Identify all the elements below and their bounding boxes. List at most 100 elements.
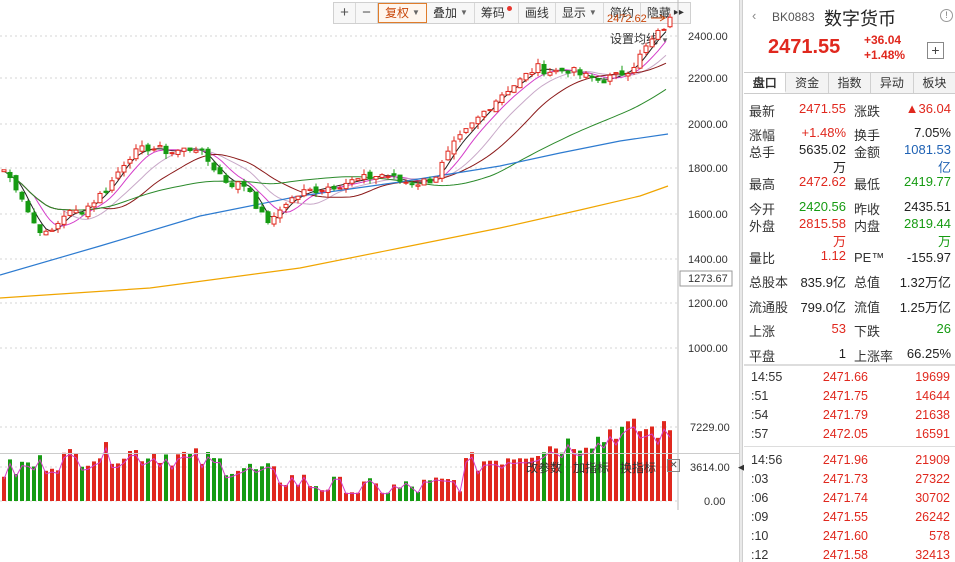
candle-body: [1, 169, 7, 173]
overlay-button[interactable]: 叠加 ▼: [427, 3, 475, 23]
chip-distribution-button[interactable]: 筹码: [475, 3, 519, 23]
candle-body: [511, 85, 517, 93]
tick-trades-list[interactable]: 14:55 2471.66 19699:51 2471.75 14644:54 2471.…: [744, 367, 955, 562]
candle-body: [667, 16, 673, 28]
candle-body: [637, 53, 643, 69]
trade-time: 14:55: [751, 369, 783, 384]
volume-bar: [224, 475, 228, 501]
candle-body: [583, 72, 589, 78]
quote-label: 总手: [749, 145, 776, 161]
volume-bar: [584, 447, 588, 501]
current-price-label: 1273.67: [688, 273, 728, 285]
tab-index[interactable]: 指数: [829, 73, 872, 93]
volume-bar: [626, 421, 630, 501]
candle-body: [385, 175, 391, 178]
volume-bar: [452, 480, 456, 501]
candle-body: [85, 205, 91, 218]
trade-price: 2471.66: [822, 369, 868, 384]
candle-body: [253, 191, 259, 209]
trade-time: 14:56: [751, 452, 783, 467]
price-tick-label: 2200.00: [688, 73, 728, 85]
volume-bar: [68, 449, 72, 501]
candle-body: [355, 178, 361, 181]
trade-volume: 578: [929, 528, 950, 543]
adjust-rights-button[interactable]: 复权 ▼: [378, 3, 427, 23]
trade-time: :03: [751, 471, 769, 486]
add-indicator-button[interactable]: 加指标: [573, 461, 610, 475]
volume-bar: [620, 426, 624, 501]
back-arrow-icon[interactable]: ‹: [752, 8, 757, 23]
tab-orderbook[interactable]: 盘口: [744, 73, 787, 93]
volume-bar: [440, 478, 444, 501]
candle-body: [217, 167, 223, 175]
quote-label: 流值: [854, 299, 881, 315]
kline-chart-area[interactable]: + − 复权 ▼ 叠加 ▼ 筹码 画线 显示 ▼ 简约 隐藏 ▸▸ 设置均线 ▼ 2400…: [0, 0, 740, 562]
volume-bar: [116, 463, 120, 501]
candle-body: [19, 191, 25, 200]
candle-body: [79, 212, 85, 215]
candle-body: [247, 187, 253, 192]
candle-body: [391, 173, 397, 176]
quote-value: 799.0亿: [800, 299, 846, 315]
candle-body: [31, 212, 37, 224]
info-icon[interactable]: !: [940, 9, 953, 22]
quote-value: +1.48%: [801, 125, 846, 141]
candle-body: [151, 148, 157, 151]
display-button[interactable]: 显示 ▼: [556, 3, 604, 23]
candle-body: [157, 145, 163, 148]
quote-label: 平盘: [749, 348, 776, 364]
zoom-out-button[interactable]: −: [356, 3, 378, 23]
change-indicator-button[interactable]: 换指标: [620, 461, 657, 475]
simple-label: 简约: [609, 6, 634, 20]
kline-svg[interactable]: 2400.00 2200.00 2000.00 1800.00 1600.00 1400.…: [0, 0, 740, 510]
ma-line: [1, 88, 667, 211]
volume-bar: [74, 452, 78, 501]
trade-volume: 32413: [915, 547, 950, 562]
candle-body: [421, 178, 427, 186]
candle-body: [187, 147, 193, 151]
trade-time: :51: [751, 388, 769, 403]
volume-bar: [422, 479, 426, 501]
trade-price: 2471.58: [822, 547, 868, 562]
collapse-arrow-icon[interactable]: ◀: [738, 462, 745, 472]
candle-body: [553, 69, 559, 73]
candle-body: [319, 189, 325, 192]
tab-movement[interactable]: 异动: [871, 73, 914, 93]
volume-bar: [20, 461, 24, 501]
volume-bar: [488, 460, 492, 501]
hide-button[interactable]: 隐藏 ▸▸: [641, 3, 690, 23]
candle-body: [133, 148, 139, 160]
quote-value: 1.32万亿: [899, 275, 951, 291]
quote-cell: 内盘 2819.44万: [849, 216, 954, 250]
candle-body: [169, 152, 175, 155]
price-tick-label: 1200.00: [688, 298, 728, 310]
volume-bar: [404, 481, 408, 501]
simple-mode-button[interactable]: 简约: [604, 3, 641, 23]
zoom-in-button[interactable]: +: [334, 3, 356, 23]
trade-price: 2471.60: [822, 528, 868, 543]
volume-bar: [494, 460, 498, 501]
panel-splitter[interactable]: [739, 0, 743, 562]
volume-bar: [218, 458, 222, 501]
trade-time: :10: [751, 528, 769, 543]
tab-funds[interactable]: 资金: [786, 73, 829, 93]
tab-sector[interactable]: 板块: [922, 76, 947, 90]
quote-value: 2819.44万: [904, 215, 951, 249]
volume-bar: [314, 486, 318, 501]
volume-bar: [338, 476, 342, 501]
candle-body: [523, 72, 529, 81]
ticker-code: BK0883: [772, 10, 815, 24]
volume-bar: [206, 452, 210, 501]
volume-bar: [638, 431, 642, 501]
candle-body: [655, 29, 661, 40]
candle-body: [487, 109, 493, 112]
candle-body: [625, 73, 631, 77]
close-icon[interactable]: ✕: [667, 459, 681, 472]
draw-line-button[interactable]: 画线: [519, 3, 556, 23]
trade-volume: 16591: [915, 426, 950, 441]
quote-label: 量比: [749, 250, 776, 266]
modify-params-button[interactable]: 改参数: [526, 461, 563, 475]
quote-label: 换手: [854, 128, 881, 144]
trades-group-gap: [744, 443, 955, 447]
add-watchlist-button[interactable]: +: [927, 42, 944, 59]
